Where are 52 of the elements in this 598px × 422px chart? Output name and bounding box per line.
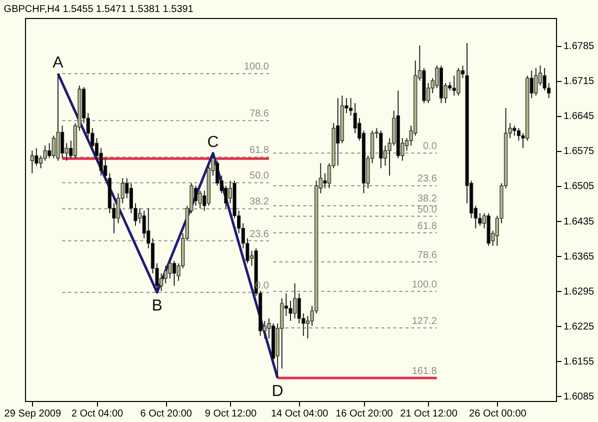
series-label: 161.8 <box>412 366 438 377</box>
candlestick <box>60 125 64 159</box>
x-tick-label: 26 Oct 00:00 <box>469 408 527 420</box>
candlestick <box>516 128 521 142</box>
series-label: 0.0 <box>422 141 438 152</box>
y-tick-label: 1.6785 <box>564 41 595 52</box>
series-label: 78.6 <box>250 108 270 120</box>
candlestick <box>348 98 353 116</box>
candlestick <box>198 190 202 209</box>
series-label: 100.0 <box>412 279 438 290</box>
y-tick-label: 1.6645 <box>564 111 595 122</box>
x-tick-label: 21 Oct 12:00 <box>400 408 458 420</box>
x-tick-label: 14 Oct 04:00 <box>270 408 329 420</box>
y-tick-label: 1.6365 <box>564 251 595 262</box>
candlestick <box>297 292 301 324</box>
y-tick-label: 1.6575 <box>564 146 595 158</box>
data-label: A <box>52 54 64 72</box>
series-label: 78.6 <box>417 250 438 261</box>
candlestick <box>542 68 546 92</box>
series-label: 100.0 <box>244 62 270 73</box>
candlestick <box>172 260 176 286</box>
y-tick-label: 1.6505 <box>564 181 595 192</box>
series-label: 61.8 <box>250 145 270 156</box>
candlestick <box>34 148 38 166</box>
data-label: C <box>207 134 219 152</box>
series-label: 38.2 <box>417 194 438 205</box>
x-tick-label: 2 Oct 04:00 <box>71 408 124 420</box>
candlestick <box>512 125 516 136</box>
x-tick-label: 29 Sep 2009 <box>4 408 62 420</box>
series-label: 61.8 <box>417 220 438 232</box>
candlestick <box>456 68 460 96</box>
y-tick-label: 1.6715 <box>564 76 595 88</box>
series-label: 50.0 <box>250 170 270 182</box>
candlestick <box>168 258 172 279</box>
series-label: 127.2 <box>412 316 438 327</box>
data-label: D <box>272 382 284 400</box>
chart-title: GBPCHF,H4 1.5455 1.5471 1.5381 1.5391 <box>4 4 194 15</box>
y-tick-label: 1.6225 <box>564 321 595 332</box>
y-tick-label: 1.6085 <box>564 391 595 402</box>
y-tick-label: 1.6295 <box>564 286 595 298</box>
series-label: 38.2 <box>250 196 270 208</box>
candlestick <box>534 68 538 96</box>
y-tick-label: 1.6435 <box>564 216 595 228</box>
x-tick-label: 6 Oct 20:00 <box>140 408 192 420</box>
data-label: B <box>152 297 162 314</box>
series-label: 23.6 <box>417 174 438 185</box>
series-label: 50.0 <box>417 204 438 216</box>
x-tick-label: 16 Oct 20:00 <box>336 408 394 420</box>
candlestick <box>288 300 292 322</box>
y-tick-label: 1.6155 <box>564 356 595 368</box>
series-label: 23.6 <box>250 228 270 240</box>
x-tick-label: 9 Oct 12:00 <box>204 408 258 420</box>
